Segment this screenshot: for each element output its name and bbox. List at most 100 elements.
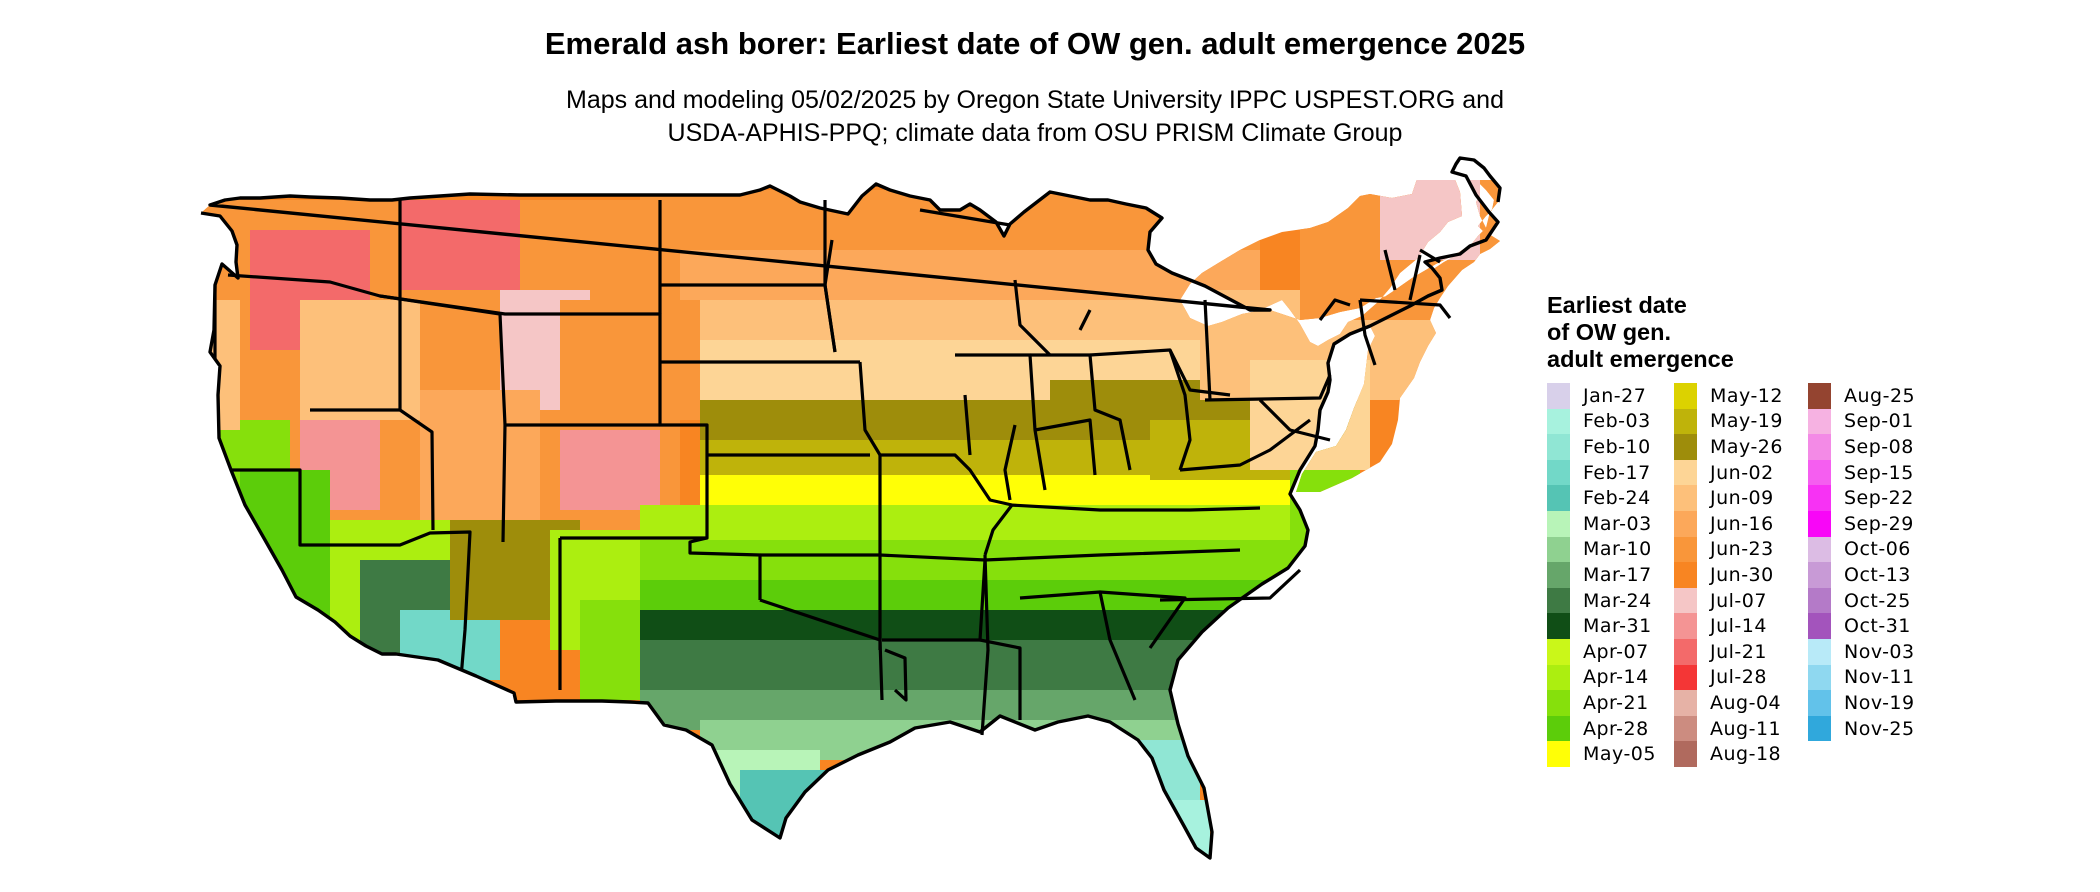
legend-label: May-05 — [1583, 743, 1656, 766]
legend-label: Jun-23 — [1710, 538, 1774, 561]
legend-item: Mar-17 — [1547, 562, 1656, 588]
legend-label: Jul-14 — [1710, 615, 1767, 638]
legend-label: Apr-07 — [1583, 640, 1649, 663]
legend-title-line-1: Earliest date — [1547, 292, 1687, 318]
map-title: Emerald ash borer: Earliest date of OW g… — [544, 26, 1526, 61]
legend-swatch — [1674, 459, 1697, 486]
legend-swatch — [1674, 664, 1697, 691]
legend-swatch — [1547, 510, 1570, 537]
legend-label: Jun-02 — [1710, 461, 1774, 484]
legend-label: Sep-29 — [1844, 512, 1914, 535]
legend-swatch — [1808, 408, 1831, 435]
legend-item: Nov-03 — [1808, 638, 1915, 665]
legend-item: Feb-10 — [1547, 434, 1656, 460]
legend-label: Jun-09 — [1710, 487, 1774, 510]
legend-item: Jun-30 — [1674, 562, 1783, 588]
legend-swatch — [1674, 690, 1697, 716]
legend-swatch — [1547, 434, 1570, 460]
legend-swatch — [1808, 664, 1831, 691]
legend-label: Jan-27 — [1583, 384, 1647, 407]
subtitle-line-1: Maps and modeling 05/02/2025 by Oregon S… — [566, 86, 1504, 114]
legend-label: Nov-25 — [1844, 717, 1915, 740]
legend-item: Apr-14 — [1547, 664, 1656, 691]
legend-swatch — [1674, 485, 1697, 511]
state-boundaries — [213, 200, 1452, 736]
legend-label: May-19 — [1710, 410, 1783, 433]
us-outline — [200, 156, 1502, 860]
legend-swatch — [1547, 664, 1570, 691]
legend-swatch — [1547, 408, 1570, 435]
legend-swatch — [1547, 690, 1570, 716]
legend-swatch — [1674, 613, 1697, 639]
legend-columns: Jan-27 Feb-03 Feb-10 Feb-17 Feb-24 Mar-03 Mar-… — [1547, 383, 2067, 783]
legend-label: Mar-17 — [1583, 563, 1652, 586]
legend-item: Jun-23 — [1674, 536, 1783, 563]
legend-swatch — [1547, 587, 1570, 614]
legend-swatch — [1547, 459, 1570, 486]
legend-swatch — [1547, 562, 1570, 588]
legend-label: Feb-24 — [1583, 487, 1651, 510]
legend-item: Oct-06 — [1808, 536, 1915, 563]
legend-label: Aug-04 — [1710, 691, 1782, 714]
legend-item: Aug-25 — [1808, 383, 1915, 409]
legend-item: Jun-02 — [1674, 459, 1783, 486]
legend-swatch — [1808, 383, 1831, 409]
legend-swatch — [1674, 510, 1697, 537]
legend: Earliest date of OW gen. adult emergence… — [1547, 292, 2067, 783]
legend-label: Oct-13 — [1844, 563, 1911, 586]
legend-swatch — [1674, 408, 1697, 435]
legend-item: Apr-21 — [1547, 690, 1656, 716]
legend-swatch — [1547, 383, 1570, 409]
legend-swatch — [1808, 485, 1831, 511]
legend-item: Aug-11 — [1674, 715, 1783, 742]
legend-swatch — [1674, 587, 1697, 614]
legend-title-line-3: adult emergence — [1547, 346, 1734, 372]
legend-label: Nov-03 — [1844, 640, 1915, 663]
legend-item: Sep-29 — [1808, 510, 1915, 537]
legend-swatch — [1547, 485, 1570, 511]
legend-item: Sep-15 — [1808, 459, 1915, 486]
legend-item: Feb-17 — [1547, 459, 1656, 486]
legend-item: Feb-24 — [1547, 485, 1656, 511]
legend-swatch — [1808, 459, 1831, 486]
legend-label: Oct-31 — [1844, 615, 1911, 638]
legend-label: Sep-15 — [1844, 461, 1914, 484]
legend-label: Feb-10 — [1583, 435, 1651, 458]
legend-swatch — [1808, 562, 1831, 588]
legend-swatch — [1547, 536, 1570, 563]
legend-label: Jul-21 — [1710, 640, 1767, 663]
legend-item: Jul-21 — [1674, 638, 1783, 665]
legend-swatch — [1808, 715, 1831, 742]
legend-label: Aug-11 — [1710, 717, 1782, 740]
legend-item: Oct-13 — [1808, 562, 1915, 588]
legend-item: Oct-31 — [1808, 613, 1915, 639]
legend-swatch — [1674, 536, 1697, 563]
legend-item: Jul-07 — [1674, 587, 1783, 614]
subtitle-line-2: USDA-APHIS-PPQ; climate data from OSU PR… — [667, 119, 1403, 147]
legend-item: Jul-14 — [1674, 613, 1783, 639]
legend-label: Mar-03 — [1583, 512, 1652, 535]
legend-label: Oct-25 — [1844, 589, 1911, 612]
legend-label: Sep-01 — [1844, 410, 1914, 433]
legend-swatch — [1547, 715, 1570, 742]
legend-item: Nov-25 — [1808, 715, 1915, 742]
legend-title-line-2: of OW gen. — [1547, 319, 1672, 345]
legend-label: Apr-28 — [1583, 717, 1649, 740]
legend-swatch — [1808, 613, 1831, 639]
legend-swatch — [1674, 383, 1697, 409]
legend-item: May-12 — [1674, 383, 1783, 409]
legend-title: Earliest date of OW gen. adult emergence — [1547, 292, 2067, 373]
legend-item: Apr-28 — [1547, 715, 1656, 742]
legend-label: Aug-25 — [1844, 384, 1916, 407]
legend-label: Jun-30 — [1710, 563, 1774, 586]
legend-label: Sep-22 — [1844, 487, 1914, 510]
legend-item: Mar-24 — [1547, 587, 1656, 614]
legend-item: May-26 — [1674, 434, 1783, 460]
legend-item: Apr-07 — [1547, 638, 1656, 665]
legend-label: May-12 — [1710, 384, 1783, 407]
legend-item: Mar-10 — [1547, 536, 1656, 563]
legend-item: Aug-18 — [1674, 741, 1783, 767]
legend-label: May-26 — [1710, 435, 1783, 458]
legend-label: Oct-06 — [1844, 538, 1911, 561]
